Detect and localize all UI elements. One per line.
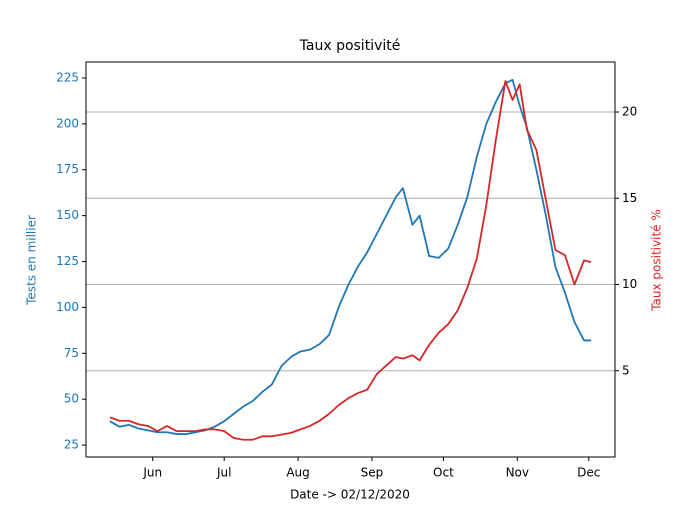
y2-axis-label: Taux positivité %: [650, 209, 664, 312]
chart-title: Taux positivité: [299, 38, 401, 54]
x-tick-label: Dec: [577, 466, 600, 480]
x-axis-label: Date -> 02/12/2020: [290, 488, 410, 502]
x-tick-label: Jun: [142, 466, 162, 480]
plot-frame: [85, 61, 616, 458]
y-tick-label: 125: [56, 254, 79, 268]
x-tick-label: Oct: [433, 466, 454, 480]
x-tick-label: Aug: [286, 466, 309, 480]
y2-tick-label: 10: [622, 277, 637, 291]
data-line: [109, 78, 592, 435]
y-tick-label: 25: [64, 438, 79, 452]
y-tick-label: 50: [64, 392, 79, 406]
x-tick-label: Jul: [216, 466, 231, 480]
y-tick-label: 200: [56, 116, 79, 130]
y-tick-label: 225: [56, 70, 79, 84]
y2-tick-label: 15: [622, 191, 637, 205]
y2-tick-label: 20: [622, 105, 637, 119]
y-tick-label: 150: [56, 208, 79, 222]
y-tick-label: 75: [64, 346, 79, 360]
x-tick-label: Nov: [506, 466, 529, 480]
y-tick-label: 175: [56, 162, 79, 176]
y-axis-label: Tests en millier: [25, 215, 39, 306]
data-line: [109, 80, 592, 441]
y-tick-label: 100: [56, 300, 79, 314]
y2-tick-label: 5: [622, 363, 630, 377]
x-tick-label: Sep: [361, 466, 384, 480]
